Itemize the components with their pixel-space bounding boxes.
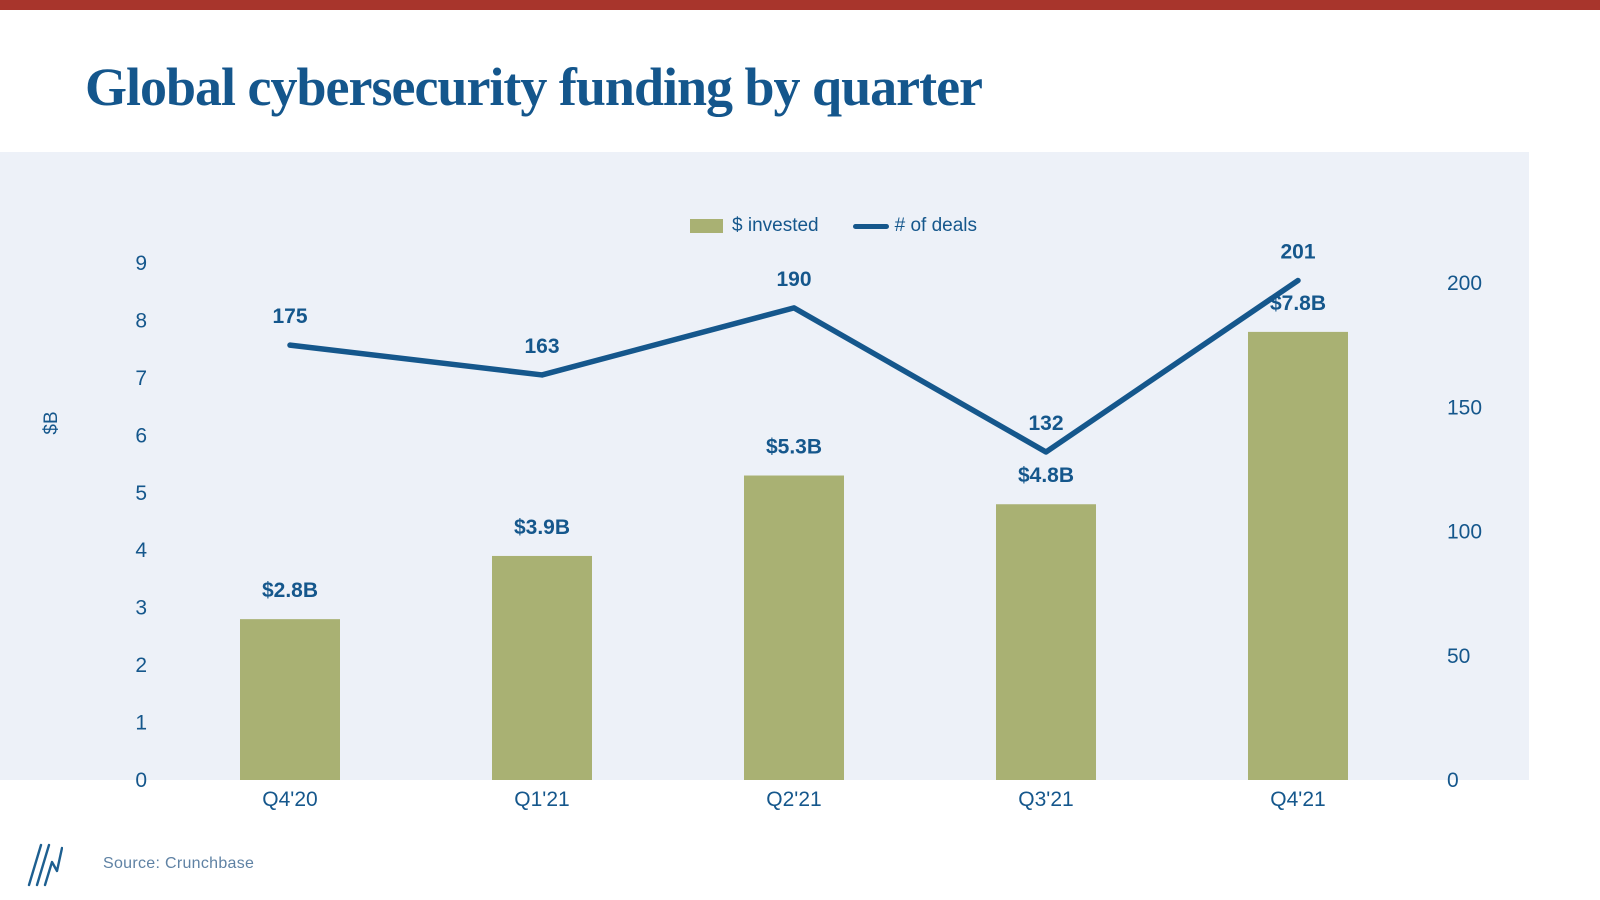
- left-axis-tick: 5: [135, 482, 147, 505]
- chart-legend: $ invested # of deals: [690, 213, 977, 239]
- source-caption: Source: Crunchbase: [103, 855, 255, 872]
- right-axis-tick: 200: [1447, 272, 1482, 295]
- invested-bar: [240, 619, 340, 780]
- deals-line: [287, 277, 1301, 455]
- invested-bar: [744, 475, 844, 780]
- left-axis-tick: 1: [135, 712, 147, 735]
- left-axis-tick: 8: [135, 309, 147, 332]
- invested-bar: [1248, 331, 1348, 780]
- right-axis-tick: 100: [1447, 521, 1482, 544]
- left-axis-tick: 2: [135, 654, 147, 677]
- x-axis-label: Q2'21: [766, 788, 821, 811]
- left-axis-tick: 0: [135, 769, 147, 792]
- invested-bar-value-label: $5.3B: [766, 436, 822, 459]
- invested-legend-label: $ invested: [732, 215, 819, 236]
- page-title: Global cybersecurity funding by quarter: [85, 57, 983, 117]
- invested-bar: [996, 504, 1096, 780]
- left-axis-tick: 7: [135, 367, 147, 390]
- left-axis-tick: 4: [135, 539, 147, 562]
- right-axis-tick: 0: [1447, 769, 1459, 792]
- deals-legend-label: # of deals: [894, 215, 978, 236]
- left-axis-tick: 9: [135, 252, 147, 275]
- deals-value-label: 175: [272, 305, 307, 328]
- invested-bar-value-label: $3.9B: [514, 516, 570, 539]
- triple-slash-logo-icon: [27, 843, 63, 887]
- deals-legend-line: [852, 223, 889, 229]
- left-axis-tick: 3: [135, 597, 147, 620]
- left-axis-title: $B: [41, 411, 62, 434]
- invested-bar-value-label: $4.8B: [1018, 464, 1074, 487]
- top-accent-bar: [0, 0, 1600, 10]
- x-axis-label: Q4'20: [262, 788, 317, 811]
- invested-bar: [492, 555, 592, 780]
- left-axis-tick: 6: [135, 424, 147, 447]
- x-axis-label: Q4'21: [1270, 788, 1325, 811]
- deals-value-label: 132: [1028, 412, 1063, 435]
- x-axis-label: Q3'21: [1018, 788, 1073, 811]
- right-axis-tick: 50: [1447, 645, 1470, 668]
- invested-bar-value-label: $7.8B: [1270, 292, 1326, 315]
- deals-value-label: 201: [1280, 241, 1315, 264]
- right-axis-tick: 150: [1447, 396, 1482, 419]
- invested-legend-swatch: [690, 219, 723, 233]
- invested-bar-value-label: $2.8B: [262, 579, 318, 602]
- deals-value-label: 163: [524, 335, 559, 358]
- x-axis-label: Q1'21: [514, 788, 569, 811]
- deals-value-label: 190: [776, 268, 811, 291]
